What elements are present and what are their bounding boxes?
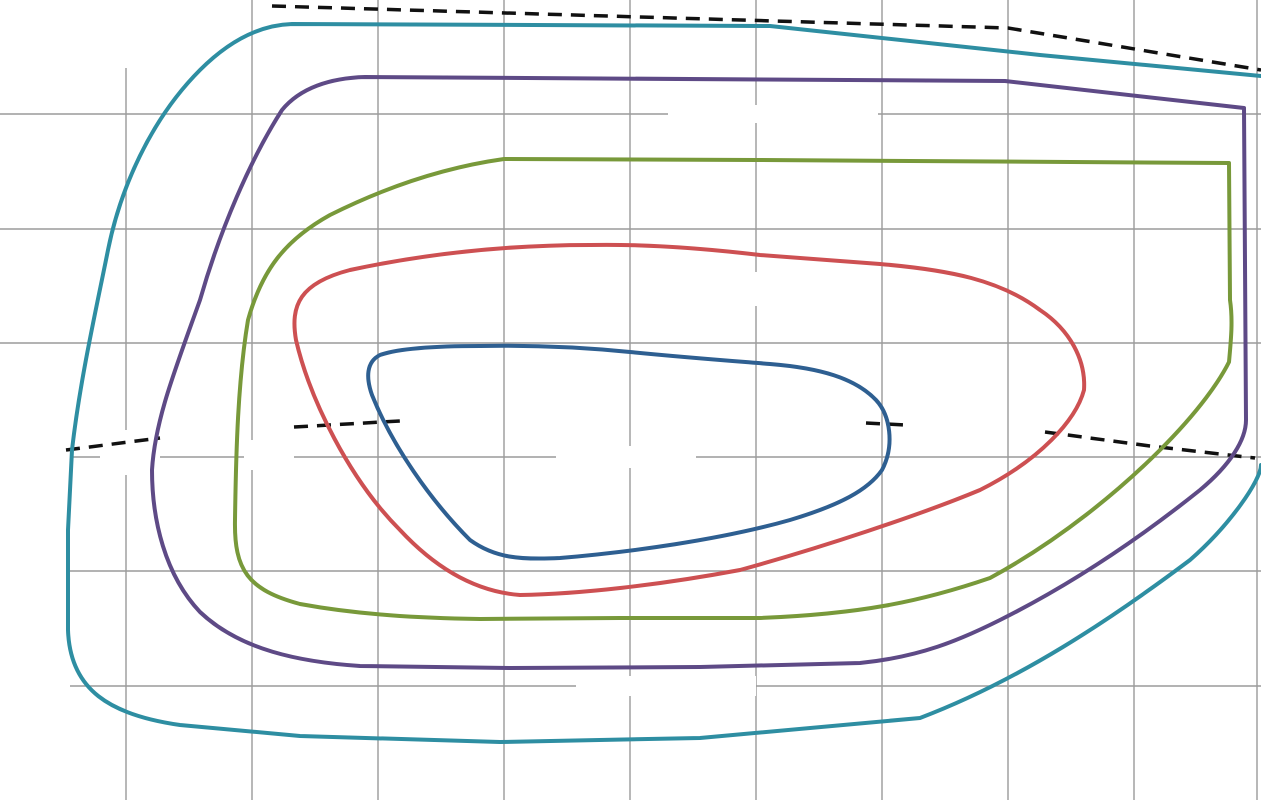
grid-gap bbox=[576, 676, 756, 696]
grid-gap bbox=[244, 440, 294, 470]
grid-gap bbox=[100, 430, 160, 475]
dashed-line-top bbox=[271, 4, 1261, 72]
green-contour bbox=[232, 157, 1234, 621]
grid-gap bbox=[0, 0, 125, 112]
grid-gap bbox=[742, 272, 764, 306]
grid-gaps bbox=[0, 0, 878, 800]
inner-blue-contour bbox=[366, 343, 892, 561]
dashed-line-left bbox=[65, 436, 161, 452]
grid-gap bbox=[556, 446, 696, 468]
red-contour bbox=[292, 242, 1087, 597]
dashed-line-center bbox=[865, 421, 907, 427]
outer-teal-contour bbox=[66, 22, 1261, 744]
grid-gap bbox=[668, 105, 878, 123]
grid-gap bbox=[0, 448, 70, 800]
dashed-line-right bbox=[1044, 430, 1256, 460]
purple-contour bbox=[150, 75, 1248, 670]
dashed-line-left-inner bbox=[293, 419, 401, 429]
